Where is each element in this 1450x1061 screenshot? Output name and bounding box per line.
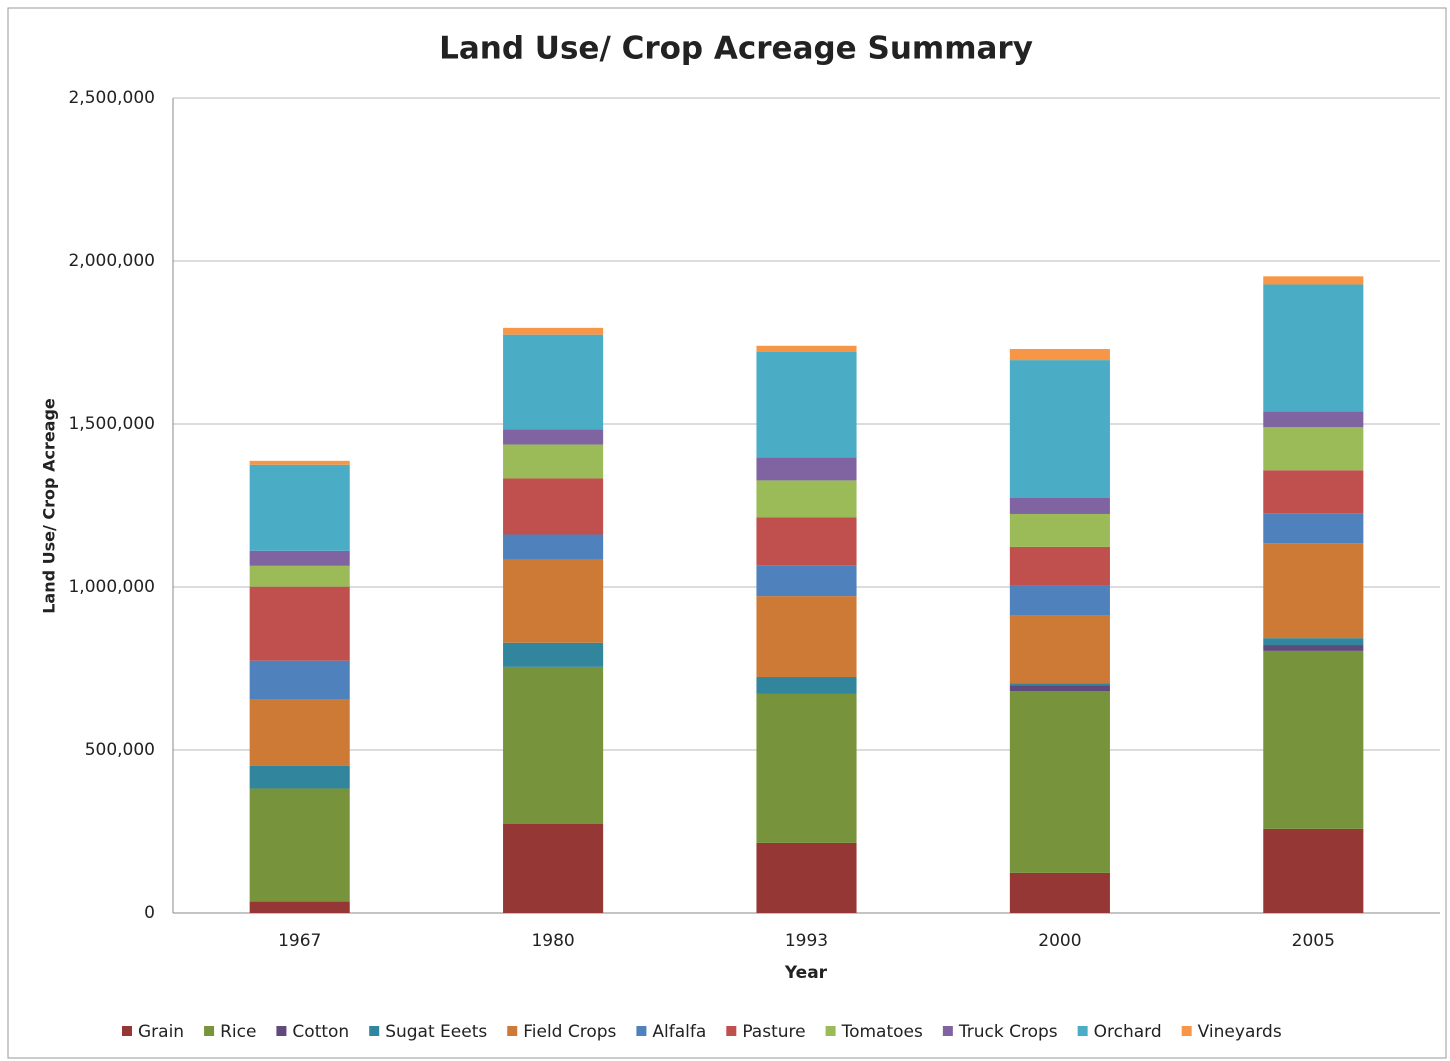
bar-segment	[1009, 585, 1110, 616]
bar-segment	[503, 478, 604, 535]
bar-segment	[1009, 872, 1110, 913]
bar-segment	[1009, 513, 1110, 547]
bar-segment	[756, 596, 857, 677]
legend-swatch	[825, 1026, 836, 1036]
bar-segment	[1009, 683, 1110, 686]
legend-label: Grain	[138, 1022, 184, 1042]
bar-segment	[1009, 349, 1110, 361]
legend-swatch	[636, 1026, 647, 1036]
bar-segment	[249, 901, 350, 913]
bar-segment	[1009, 690, 1110, 873]
x-tick-label: 2000	[1038, 931, 1081, 951]
legend-swatch	[122, 1026, 132, 1036]
y-tick-label: 500,000	[85, 740, 155, 760]
bar-segment	[503, 666, 604, 825]
legend-label: Truck Crops	[958, 1022, 1058, 1042]
bar-segment	[1009, 615, 1110, 684]
legend-swatch	[369, 1026, 380, 1036]
y-tick-label: 1,000,000	[68, 577, 155, 597]
bar-segment	[249, 699, 350, 766]
legend-label: Orchard	[1094, 1022, 1162, 1042]
bar-segment	[756, 457, 857, 481]
bar-segment	[249, 586, 350, 661]
bar-segment	[1009, 498, 1110, 514]
bar-segment	[1263, 650, 1364, 829]
x-tick-label: 1967	[278, 931, 321, 951]
chart-title: Land Use/ Crop Acreage Summary	[439, 31, 1033, 67]
bar-segment	[503, 534, 604, 560]
legend-swatch	[1077, 1026, 1088, 1036]
x-axis-label: Year	[784, 963, 828, 983]
bar-segment	[756, 351, 857, 458]
legend-swatch	[507, 1026, 518, 1036]
bar-segment	[1263, 276, 1364, 285]
y-tick-label: 0	[144, 903, 155, 923]
bar-segment	[503, 429, 604, 445]
legend-swatch	[1181, 1026, 1192, 1036]
bar-segment	[249, 464, 350, 551]
bar-segment	[756, 565, 857, 597]
bar-segment	[756, 517, 857, 566]
legend-label: Vineyards	[1198, 1022, 1282, 1042]
legend-label: Pasture	[742, 1022, 805, 1042]
legend-label: Cotton	[292, 1022, 349, 1042]
bar-segment	[503, 559, 604, 643]
legend-label: Alfalfa	[652, 1022, 706, 1042]
x-tick-label: 1993	[785, 931, 828, 951]
x-tick-label: 2005	[1292, 931, 1335, 951]
legend-swatch	[942, 1026, 953, 1036]
bar-segment	[1263, 638, 1364, 646]
bar-segment	[1263, 513, 1364, 544]
bar-segment	[1263, 543, 1364, 639]
y-axis-label: Land Use/ Crop Acreage	[40, 398, 59, 614]
bar-segment	[503, 327, 604, 335]
bar-segment	[1263, 828, 1364, 913]
y-tick-label: 1,500,000	[68, 414, 155, 434]
bar-segment	[1263, 411, 1364, 428]
bar-segment	[249, 565, 350, 587]
bar-segment	[1263, 427, 1364, 471]
bar-segment	[756, 842, 857, 913]
bar-segment	[249, 460, 350, 465]
bar-segment	[249, 660, 350, 700]
bar-segment	[1263, 645, 1364, 651]
legend-swatch	[204, 1026, 215, 1036]
bar-segment	[503, 642, 604, 667]
bar-segment	[1263, 470, 1364, 514]
bar-segment	[1009, 546, 1110, 586]
bar-segment	[503, 444, 604, 479]
legend-label: Rice	[220, 1022, 256, 1042]
y-tick-label: 2,500,000	[68, 88, 155, 108]
bar-segment	[1009, 685, 1110, 691]
legend-swatch	[276, 1026, 287, 1036]
bar-segment	[1009, 360, 1110, 499]
legend-label: Sugat Eeets	[385, 1022, 487, 1042]
bar-segment	[249, 788, 350, 902]
legend-label: Tomatoes	[841, 1022, 923, 1042]
bar-segment	[1263, 284, 1364, 412]
bar-segment	[503, 824, 604, 913]
bar-segment	[503, 334, 604, 430]
legend-swatch	[726, 1026, 737, 1036]
y-tick-label: 2,000,000	[68, 251, 155, 271]
bar-segment	[756, 676, 857, 694]
bar-segment	[249, 550, 350, 566]
x-tick-label: 1980	[531, 931, 574, 951]
chart-border	[7, 7, 1447, 1059]
bar-segment	[249, 765, 350, 789]
legend-label: Field Crops	[523, 1022, 616, 1042]
bar-segment	[756, 345, 857, 352]
bar-segment	[756, 480, 857, 518]
bar-segment	[756, 693, 857, 843]
